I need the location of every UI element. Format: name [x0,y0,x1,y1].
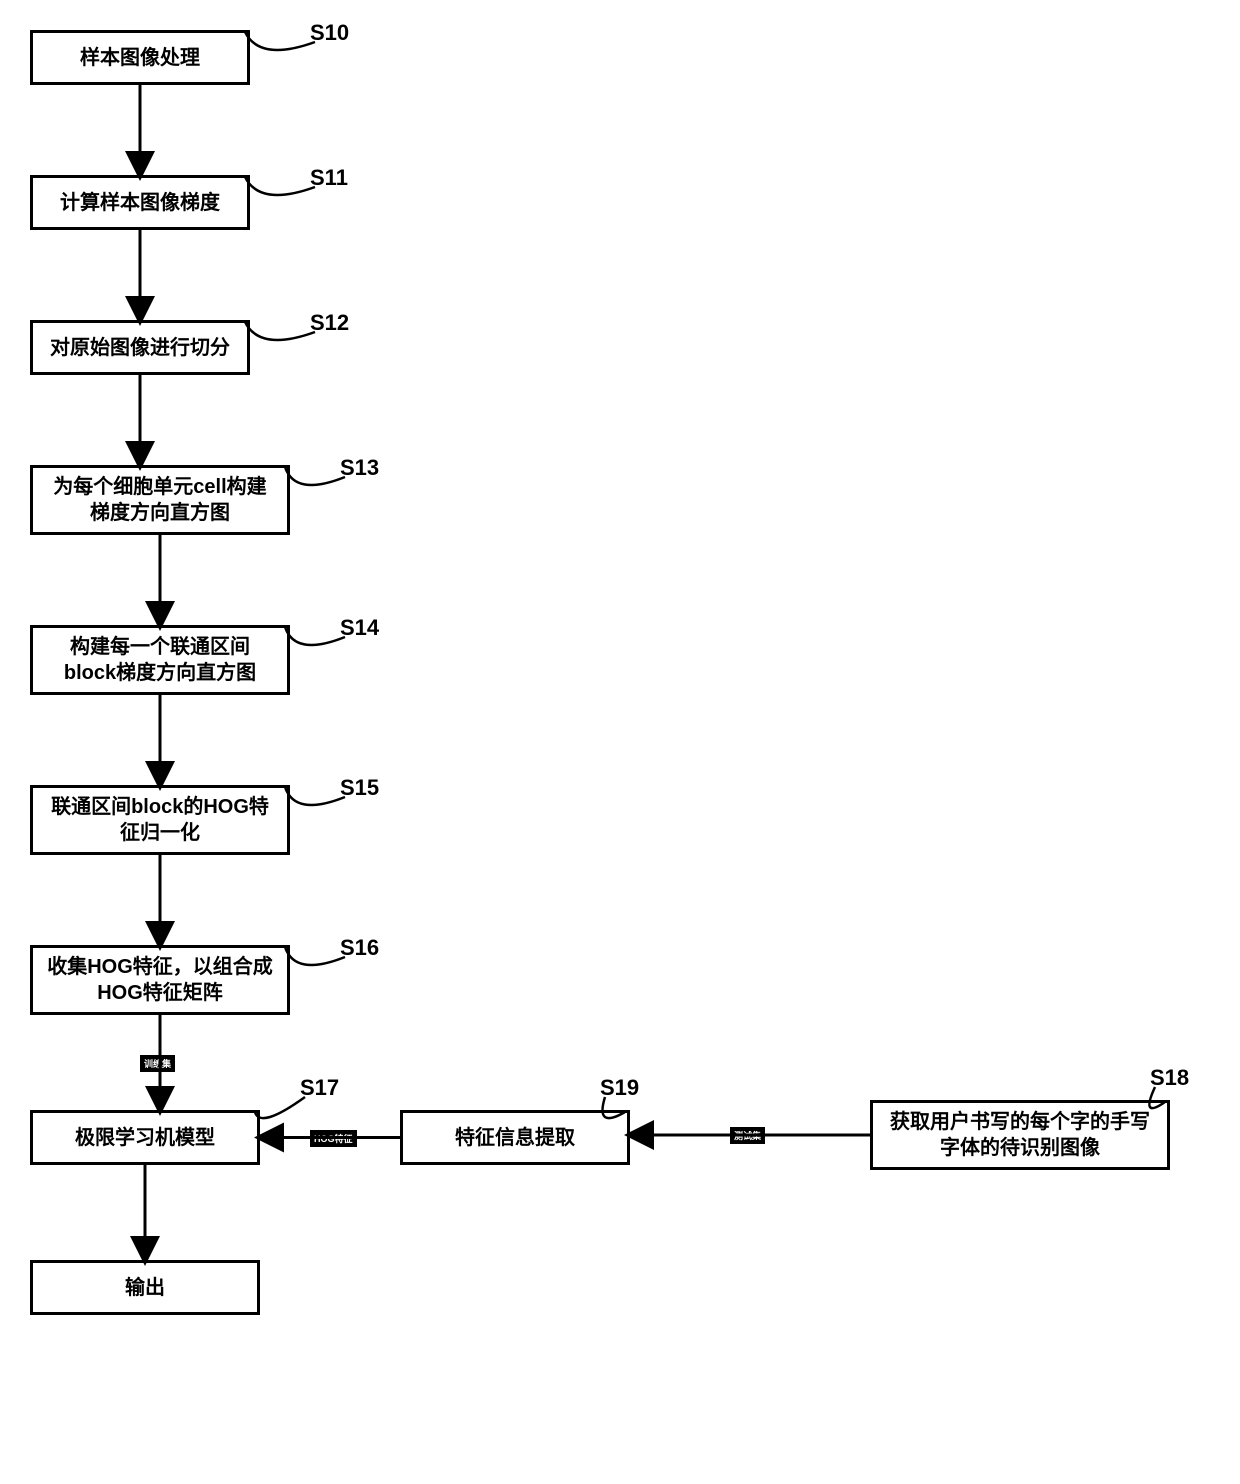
node-label: 联通区间block的HOG特征归一化 [45,794,275,846]
step-label-S13: S13 [340,455,379,481]
edge-label: HOG特征 [310,1130,357,1147]
node-n16: 收集HOG特征，以组合成HOG特征矩阵 [30,945,290,1015]
edge-label: 测试集 [730,1127,765,1144]
node-n17: 极限学习机模型 [30,1110,260,1165]
node-label: 特征信息提取 [455,1125,575,1151]
node-n19: 特征信息提取 [400,1110,630,1165]
node-label: 极限学习机模型 [75,1125,215,1151]
step-label-S18: S18 [1150,1065,1189,1091]
step-label-S10: S10 [310,20,349,46]
edge-label: 训练集 [140,1055,175,1072]
step-label-S12: S12 [310,310,349,336]
step-label-S19: S19 [600,1075,639,1101]
node-n15: 联通区间block的HOG特征归一化 [30,785,290,855]
node-n13: 为每个细胞单元cell构建梯度方向直方图 [30,465,290,535]
node-label: 收集HOG特征，以组合成HOG特征矩阵 [45,954,275,1006]
node-label: 输出 [125,1275,165,1301]
node-label: 为每个细胞单元cell构建梯度方向直方图 [45,474,275,526]
node-n12: 对原始图像进行切分 [30,320,250,375]
node-label: 计算样本图像梯度 [60,190,220,216]
node-n14: 构建每一个联通区间block梯度方向直方图 [30,625,290,695]
step-label-S11: S11 [310,165,348,191]
step-label-S17: S17 [300,1075,339,1101]
step-label-S15: S15 [340,775,379,801]
step-label-S16: S16 [340,935,379,961]
node-label: 构建每一个联通区间block梯度方向直方图 [45,634,275,686]
node-label: 获取用户书写的每个字的手写字体的待识别图像 [885,1109,1155,1161]
step-label-S14: S14 [340,615,379,641]
node-label: 样本图像处理 [80,45,200,71]
node-n20: 输出 [30,1260,260,1315]
node-n11: 计算样本图像梯度 [30,175,250,230]
node-n10: 样本图像处理 [30,30,250,85]
node-label: 对原始图像进行切分 [50,335,230,361]
node-n18: 获取用户书写的每个字的手写字体的待识别图像 [870,1100,1170,1170]
